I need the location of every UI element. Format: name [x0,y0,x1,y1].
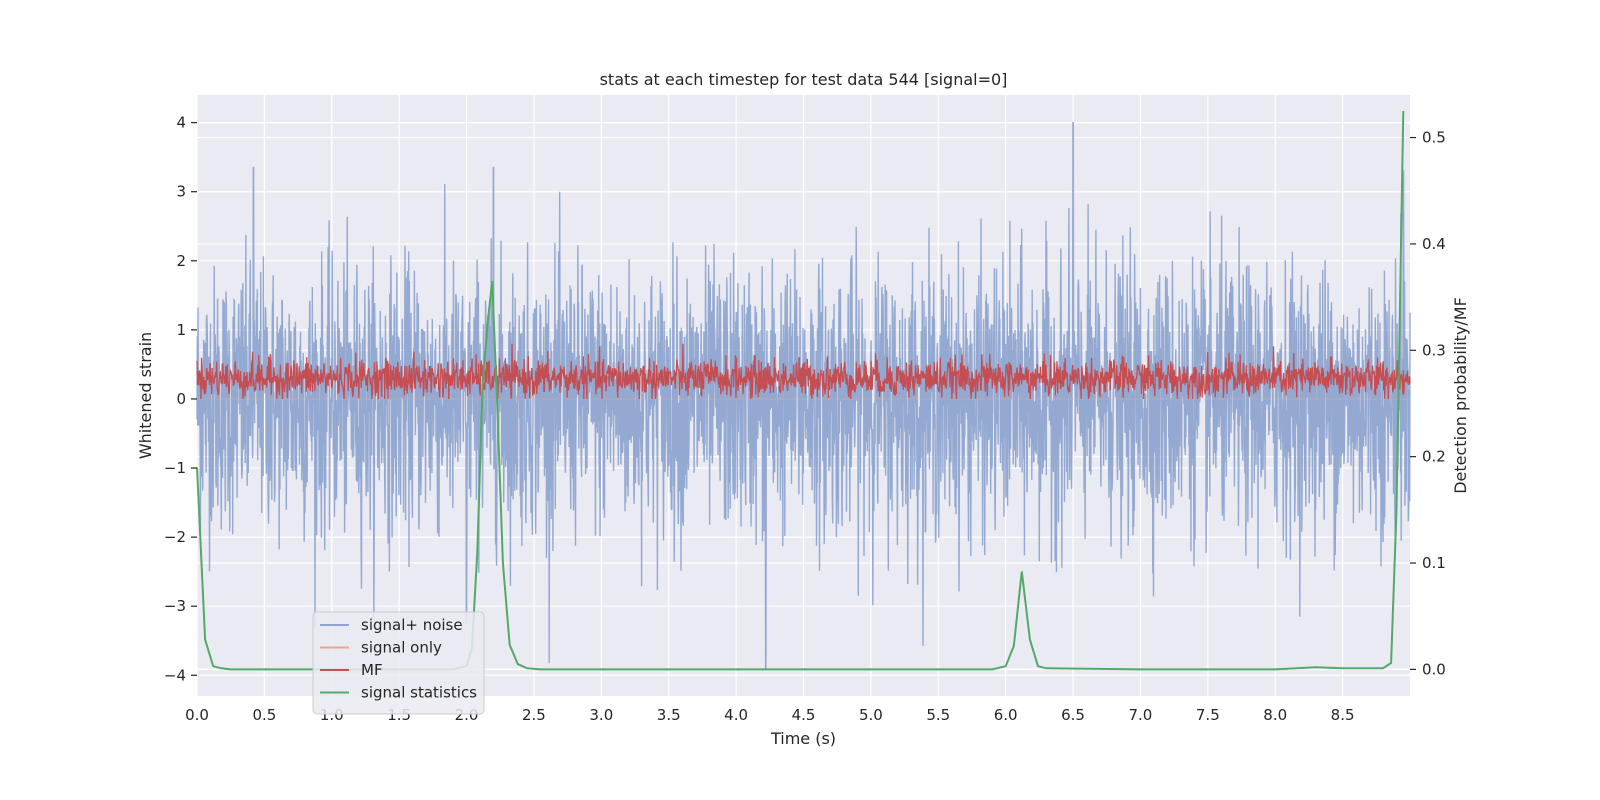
y-right-tick-label: 0.4 [1422,235,1446,253]
y-right-tick-label: 0.3 [1422,341,1446,359]
y-tick-label: 2 [176,252,186,270]
x-tick-label: 4.0 [724,706,748,724]
x-tick-label: 3.0 [589,706,613,724]
legend-entry: MF [361,661,383,679]
x-tick-label: 0.5 [252,706,276,724]
y-tick-label: −1 [164,459,186,477]
ticks: 0.0 0.5 1.0 1.5 2.0 2.5 3.0 3.5 4.0 4.5 5.0 5.5 6.0 6… [164,114,1446,724]
y-tick-label: −4 [164,666,186,684]
y-right-tick-label: 0.2 [1422,448,1446,466]
y-right-tick-label: 0.5 [1422,129,1446,147]
y-tick-label: 4 [176,114,186,132]
chart-title: stats at each timestep for test data 544… [600,70,1008,89]
y-axis-right-label: Detection probability/MF [1451,297,1470,494]
x-tick-label: 7.0 [1129,706,1153,724]
x-tick-label: 8.0 [1263,706,1287,724]
series-line-mf [196,343,1411,400]
x-axis-label: Time (s) [770,729,836,748]
y-right-tick-label: 0.0 [1422,660,1446,678]
y-tick-label: 1 [176,321,186,339]
y-tick-label: 0 [176,390,186,408]
x-tick-label: 7.5 [1196,706,1220,724]
y-tick-label: −2 [164,528,186,546]
x-tick-label: 6.0 [994,706,1018,724]
legend-entry: signal only [361,639,442,657]
legend-entry: signal statistics [361,684,477,702]
y-tick-label: 3 [176,183,186,201]
x-tick-label: 0.0 [185,706,209,724]
y-right-tick-label: 0.1 [1422,554,1446,572]
series-line-signal-noise [196,121,1411,670]
x-tick-label: 3.5 [657,706,681,724]
y-axis-label: Whitened strain [136,332,155,459]
x-tick-label: 5.0 [859,706,883,724]
x-tick-label: 4.5 [792,706,816,724]
x-tick-label: 5.5 [926,706,950,724]
legend-entry: signal+ noise [361,616,463,634]
y-tick-label: −3 [164,597,186,615]
legend: signal+ noise signal only MF signal statist… [312,611,485,715]
legend-box [312,611,485,715]
x-tick-label: 6.5 [1061,706,1085,724]
x-tick-label: 8.5 [1331,706,1355,724]
x-tick-label: 2.5 [522,706,546,724]
